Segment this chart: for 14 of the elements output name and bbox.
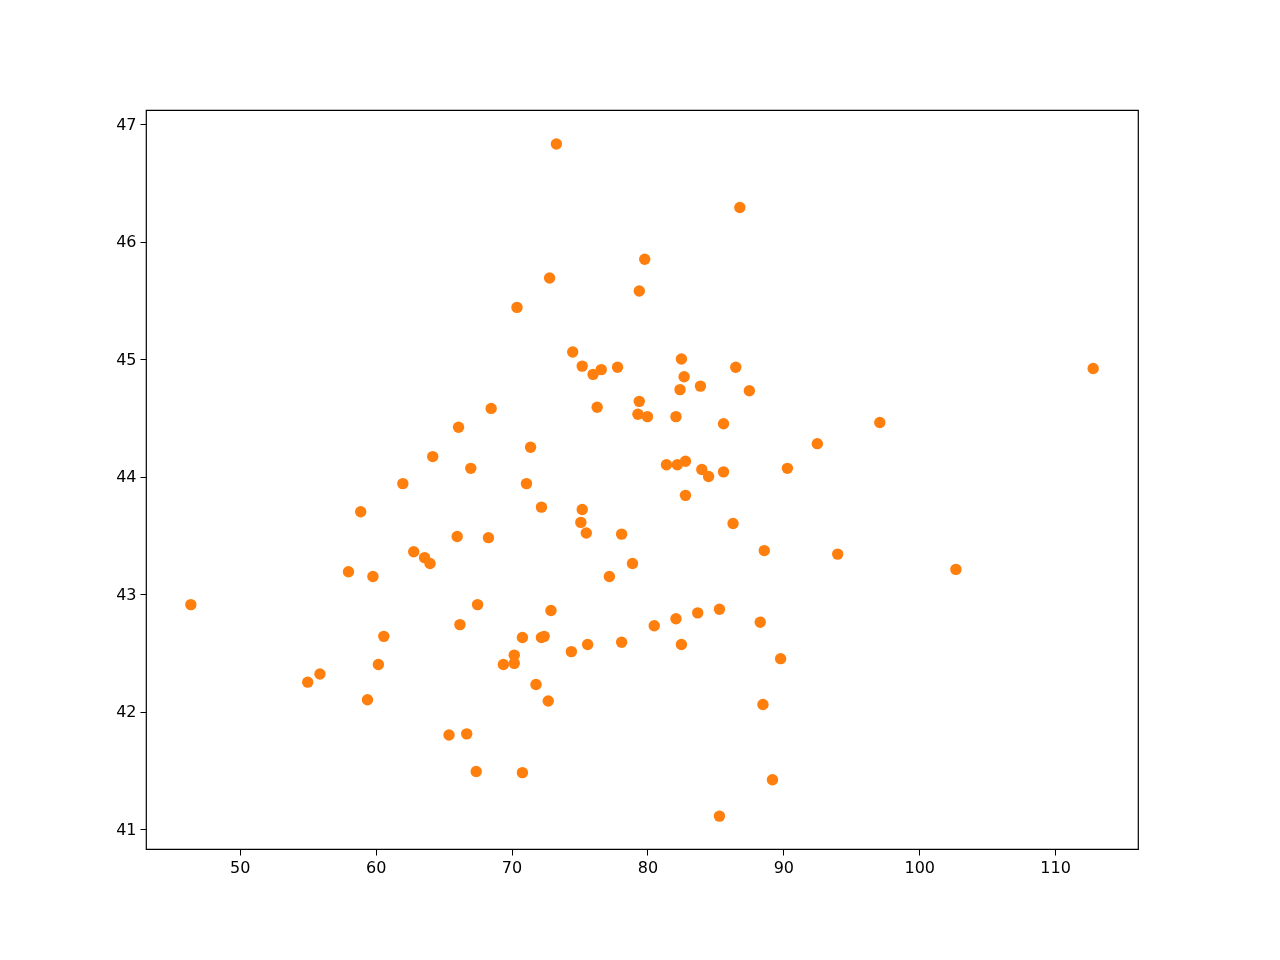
y-tick-label: 41 [116,819,137,839]
y-tick-label: 42 [116,702,137,722]
x-tick-label: 90 [773,857,795,877]
y-tick-label: 44 [116,467,137,487]
x-tick-label: 50 [230,857,251,877]
y-tick-label: 43 [116,584,137,604]
x-tick-label: 110 [1040,857,1071,877]
y-tick-label: 47 [116,114,137,134]
x-tick-label: 70 [501,857,523,877]
x-tick-label: 60 [365,857,387,877]
y-tick-label: 46 [116,232,137,252]
y-tick-label: 45 [116,349,137,369]
x-tick-label: 100 [904,857,935,877]
x-tick-label: 80 [637,857,659,877]
